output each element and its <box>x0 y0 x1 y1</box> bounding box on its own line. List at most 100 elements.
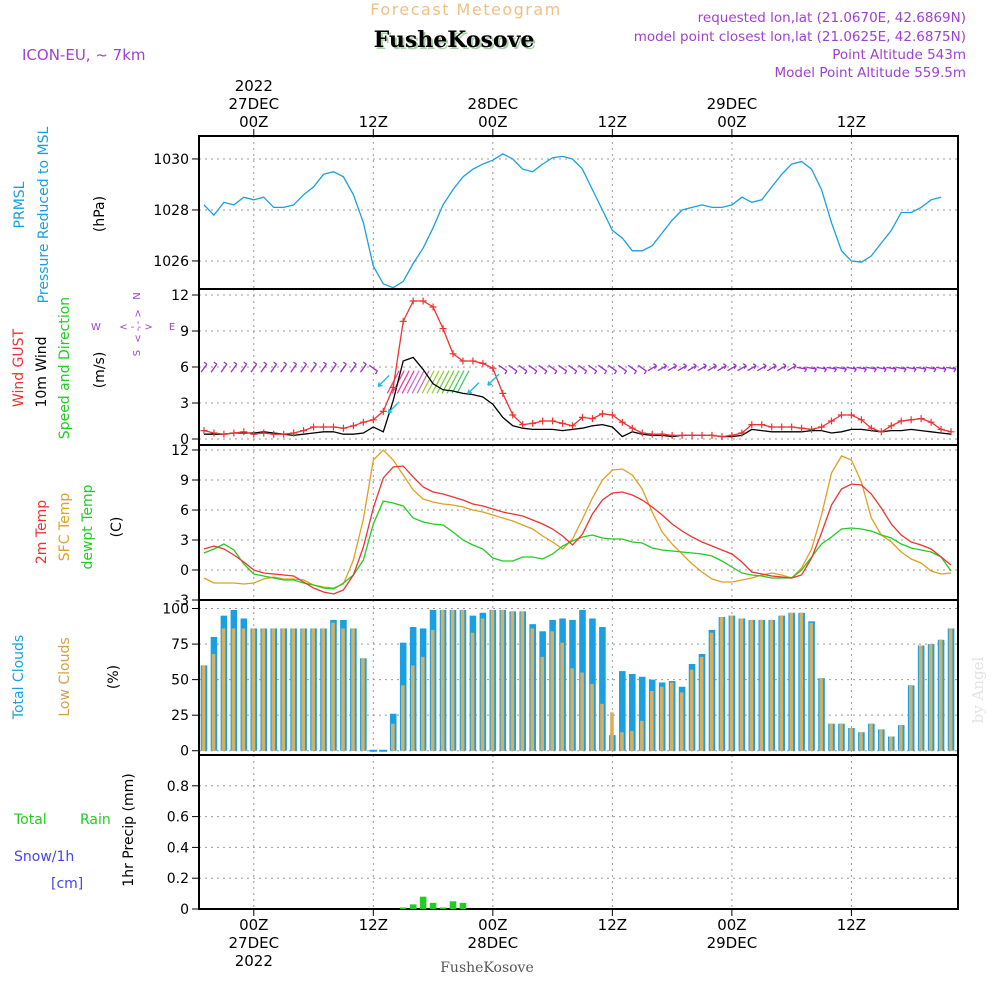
gust-marker <box>758 421 766 429</box>
gust-marker <box>549 417 557 425</box>
y-tick-label: 12 <box>171 288 189 304</box>
gust-marker <box>857 416 865 424</box>
gust-marker <box>778 423 786 431</box>
wind-direction-arrow <box>368 364 378 375</box>
wind-direction-arrow <box>548 364 558 375</box>
low-cloud-bar <box>659 686 664 751</box>
gust-marker <box>598 410 606 418</box>
wind-direction-arrow <box>916 366 927 373</box>
wind-direction-arrow <box>280 361 288 373</box>
wind-gust-label: Wind GUST <box>11 328 27 407</box>
total-cloud-bar <box>619 671 626 751</box>
low-cloud-bar <box>769 619 774 751</box>
low-cloud-bar <box>580 672 584 751</box>
wind-direction-arrow <box>487 373 500 386</box>
rain-bar <box>399 907 407 909</box>
wind-direction-arrow <box>896 366 907 373</box>
wind-speed-dir-label: Speed and Direction <box>57 297 73 439</box>
low-cloud-bar <box>470 632 475 751</box>
low-cloud-bar <box>440 609 445 751</box>
y-tick-label: 12 <box>171 443 189 459</box>
gust-marker <box>897 417 905 425</box>
wind-direction-arrow <box>250 361 258 373</box>
low-cloud-bar <box>490 609 495 751</box>
wind-direction-arrow <box>377 374 390 388</box>
gust-marker <box>250 430 258 438</box>
gust-marker <box>339 424 347 432</box>
gust-marker <box>240 428 248 436</box>
wind-direction-arrow <box>320 361 327 373</box>
low-clouds-label: Low Clouds <box>57 637 73 716</box>
wind-direction-arrow <box>627 364 637 375</box>
low-cloud-bar <box>928 644 933 751</box>
low-cloud-bar <box>749 619 754 751</box>
low-cloud-bar <box>948 628 953 751</box>
low-cloud-bar <box>829 723 833 751</box>
gust-marker <box>349 422 357 430</box>
wind-direction-arrow <box>260 361 268 373</box>
low-cloud-bar <box>849 727 853 751</box>
low-cloud-bar <box>301 628 305 751</box>
wind-direction-arrow <box>568 364 578 375</box>
precip-unit: 1hr Precip (mm) <box>121 773 137 886</box>
low-cloud-bar <box>620 732 624 751</box>
gust-marker <box>379 407 387 415</box>
total-cloud-bar <box>638 676 646 751</box>
low-cloud-bar <box>221 628 226 751</box>
gust-marker <box>290 429 298 437</box>
gust-marker <box>788 423 796 431</box>
rain-bar <box>429 902 437 909</box>
low-cloud-bar <box>450 609 455 751</box>
y-tick-label: 0.6 <box>167 810 189 826</box>
hatch-stroke <box>401 370 415 394</box>
low-cloud-bar <box>729 615 734 751</box>
low-cloud-bar <box>869 723 873 751</box>
low-cloud-bar <box>570 668 574 751</box>
gust-marker <box>270 430 278 438</box>
wind-direction-arrow <box>717 363 727 372</box>
hatch-stroke <box>436 370 450 394</box>
low-cloud-bar <box>550 631 554 751</box>
low-cloud-bar <box>430 629 435 751</box>
low-cloud-bar <box>699 656 704 751</box>
gust-marker <box>917 415 925 423</box>
y-tick-label: 9 <box>180 324 189 340</box>
gust-marker <box>847 411 855 419</box>
precip-total-label: Total <box>13 812 47 828</box>
bottom-time-label: 29DEC <box>707 934 758 952</box>
y-tick-label: 0 <box>180 563 189 579</box>
low-cloud-bar <box>889 736 893 751</box>
gust-marker <box>818 423 826 431</box>
pressure-panel: 1026 1028 1030 <box>153 135 959 290</box>
compass-vertical-arrow: < - - > <box>133 309 144 343</box>
gust-marker <box>559 419 567 427</box>
low-cloud-bar <box>331 622 335 751</box>
pressure-line <box>203 153 942 289</box>
wind-direction-arrow <box>677 363 687 372</box>
wind-direction-arrow <box>836 366 847 373</box>
compass-east: E <box>169 322 175 333</box>
low-cloud-bar <box>908 685 913 751</box>
low-cloud-bar <box>879 729 883 751</box>
low-cloud-bar <box>540 656 545 751</box>
y-tick-label: 6 <box>180 360 189 376</box>
low-cloud-bar <box>291 628 296 751</box>
wind-direction-arrow <box>310 361 317 373</box>
wind-direction-arrow <box>767 363 777 372</box>
compass-horizontal-arrow: < - - > <box>119 322 153 333</box>
hatch-stroke <box>431 370 445 394</box>
y-tick-label: 50 <box>171 673 189 689</box>
temp-2m-line <box>203 465 952 595</box>
y-tick-label: -3 <box>175 593 189 609</box>
wind-direction-arrow <box>597 364 608 375</box>
gust-marker <box>937 425 945 433</box>
gust-marker <box>638 429 646 437</box>
low-cloud-bar <box>560 642 564 751</box>
y-tick-label: 1026 <box>153 254 189 270</box>
top-time-label: 00Z <box>717 113 746 131</box>
temp-panel: -3 0 3 6 9 12 <box>171 443 959 609</box>
gust-marker <box>658 430 666 438</box>
y-tick-label: 0.2 <box>167 871 189 887</box>
